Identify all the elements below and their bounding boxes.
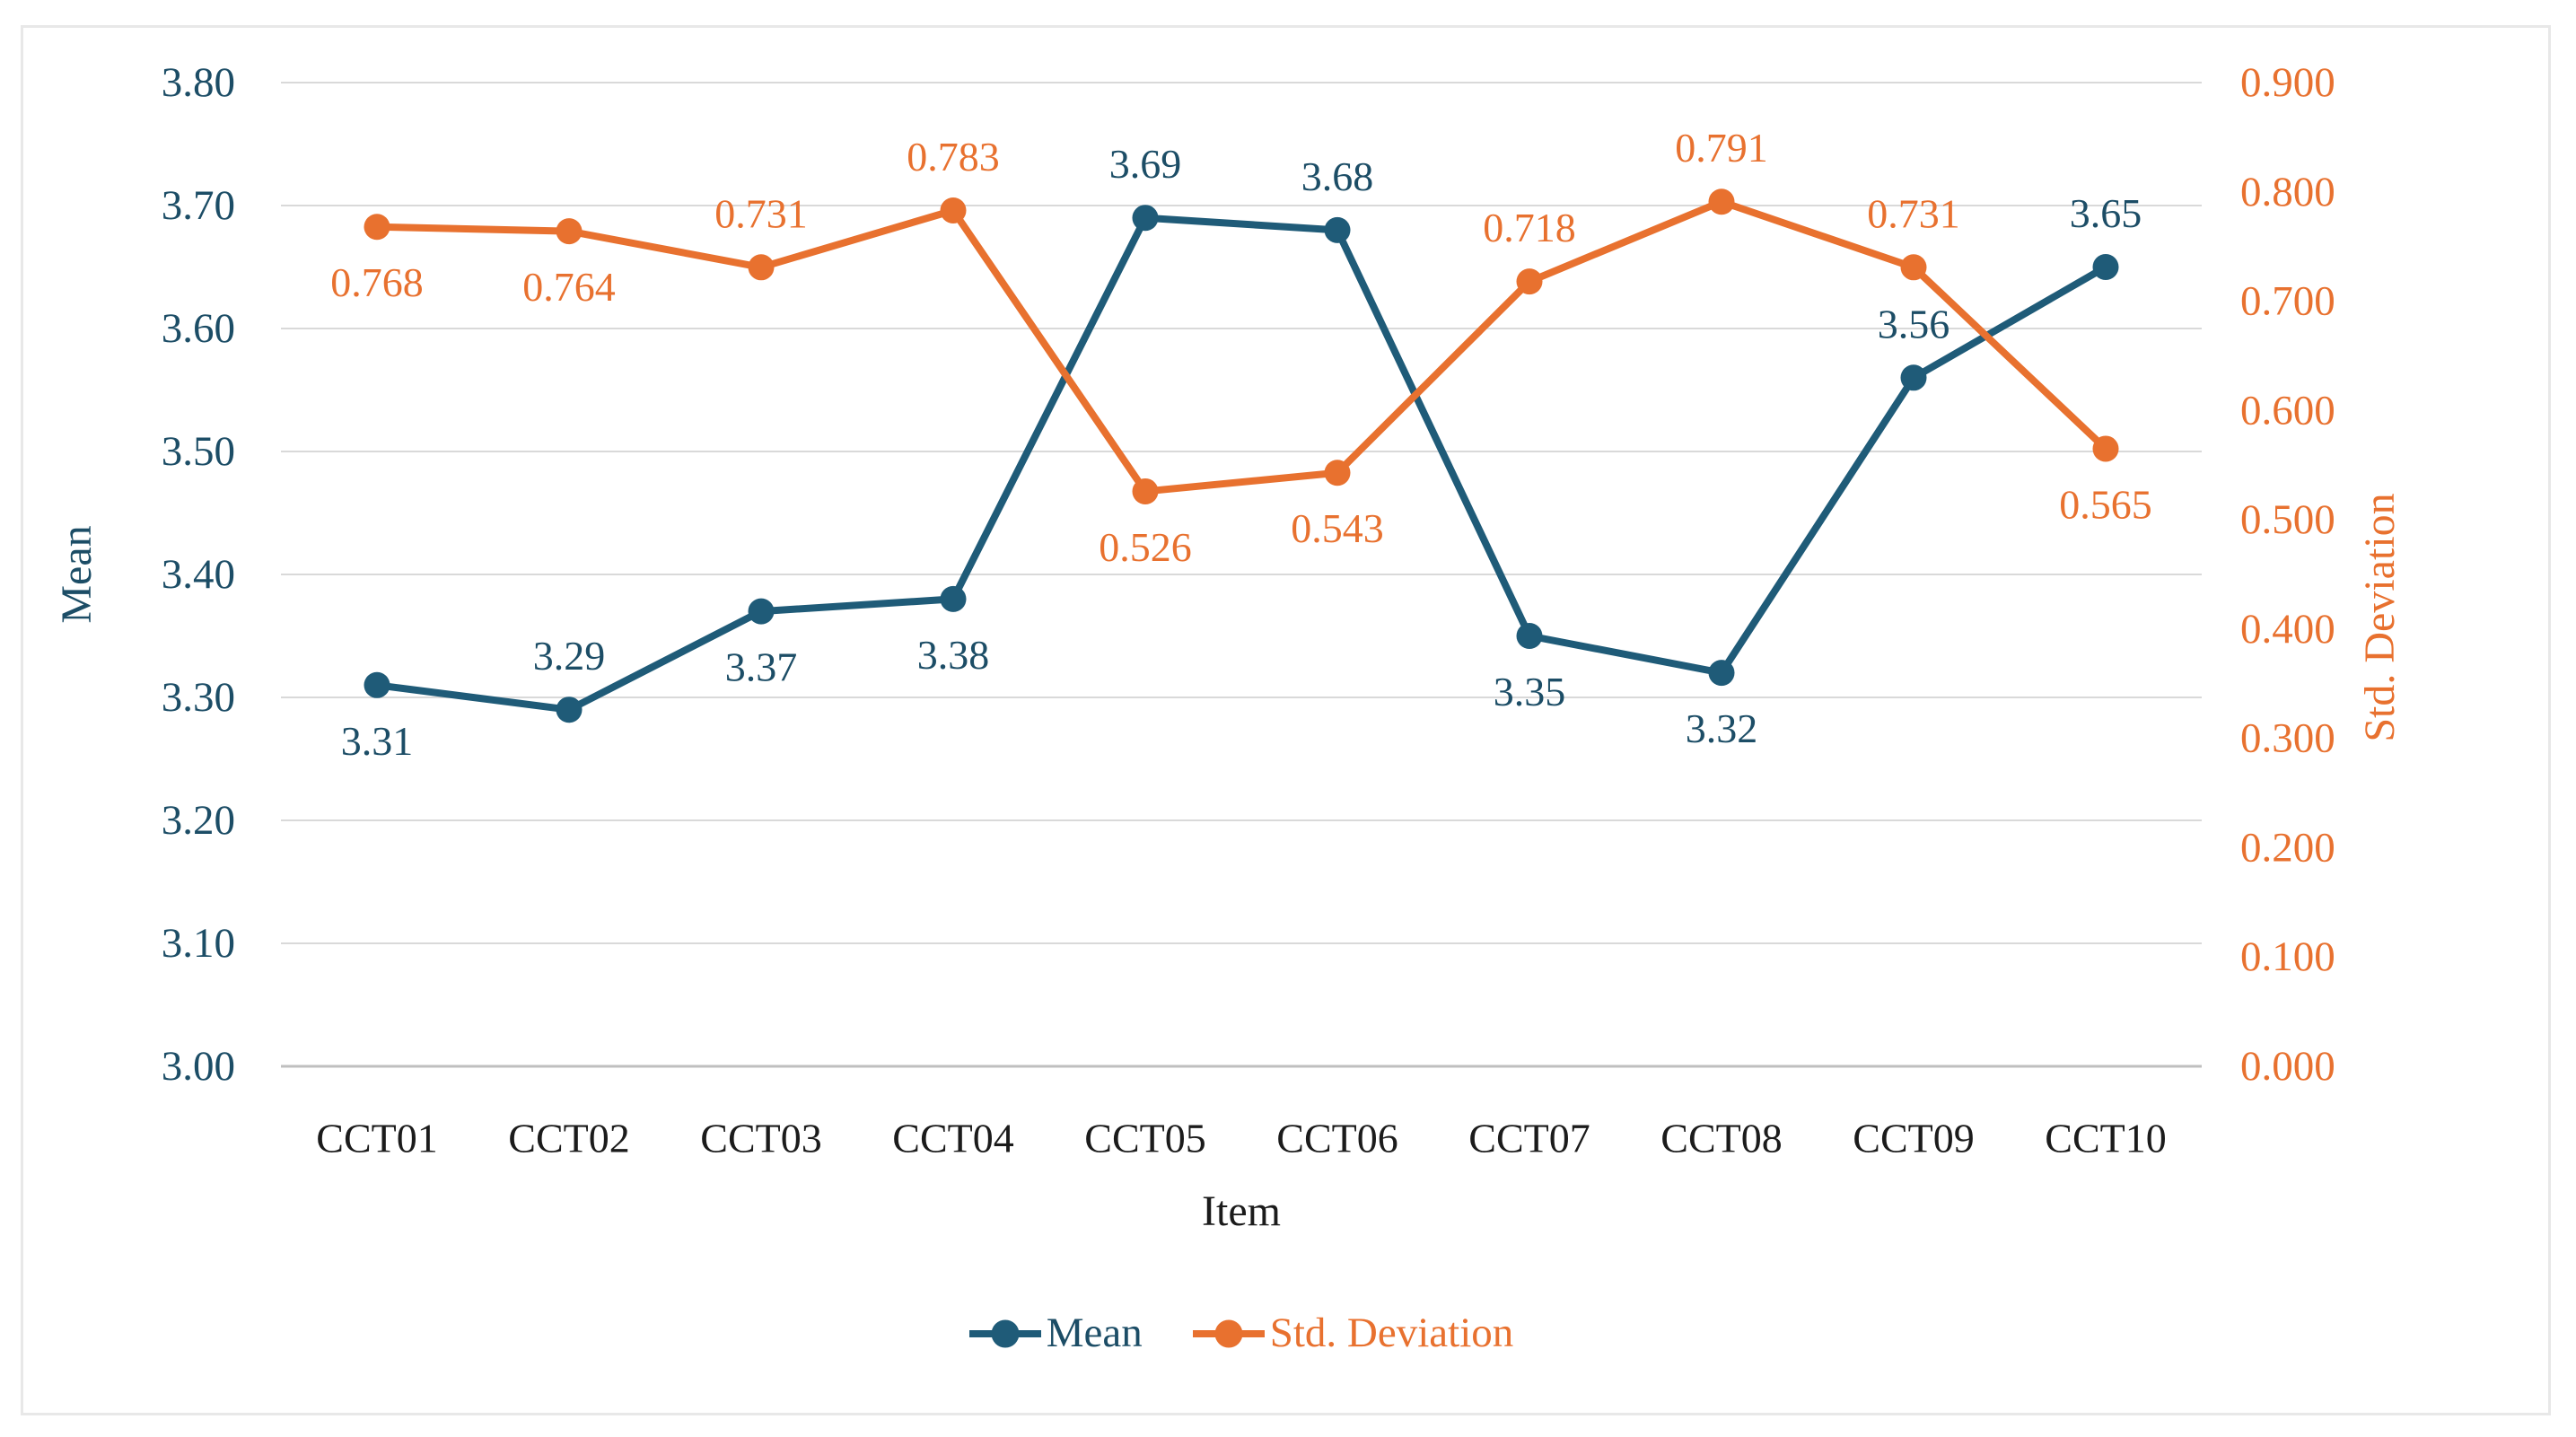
right-axis-tick-0.100: 0.100	[2240, 933, 2335, 980]
data-label-mean-CCT04: 3.38	[917, 632, 990, 678]
data-label-std-deviation-CCT03: 0.731	[714, 190, 808, 236]
point-std-deviation-CCT09	[1900, 254, 1927, 281]
data-label-std-deviation-CCT05: 0.526	[1099, 524, 1192, 570]
data-label-std-deviation-CCT02: 0.764	[522, 264, 616, 310]
x-tick-CCT05: CCT05	[1084, 1116, 1205, 1161]
point-std-deviation-CCT07	[1516, 268, 1543, 295]
x-tick-CCT04: CCT04	[892, 1116, 1013, 1161]
point-std-deviation-CCT06	[1324, 460, 1351, 486]
point-mean-CCT09	[1900, 364, 1927, 391]
data-label-mean-CCT09: 3.56	[1878, 301, 1950, 346]
point-std-deviation-CCT05	[1132, 478, 1159, 504]
x-tick-CCT01: CCT01	[316, 1116, 437, 1161]
right-axis-tick-0.000: 0.000	[2240, 1043, 2335, 1090]
data-label-mean-CCT06: 3.68	[1301, 153, 1374, 199]
left-axis-tick-3.20: 3.20	[162, 797, 235, 844]
mean-series-marker-icon	[968, 1319, 1041, 1347]
legend-item-std-deviation: Std. Deviation	[1192, 1310, 1514, 1356]
data-label-mean-CCT10: 3.65	[2070, 190, 2142, 236]
x-tick-CCT06: CCT06	[1276, 1116, 1398, 1161]
left-axis-tick-3.60: 3.60	[162, 305, 235, 352]
left-axis-tick-3.50: 3.50	[162, 428, 235, 475]
point-std-deviation-CCT08	[1708, 188, 1735, 215]
point-std-deviation-CCT03	[748, 254, 775, 281]
std-deviation-marker-dot-icon	[1214, 1319, 1243, 1347]
left-axis-tick-3.00: 3.00	[162, 1043, 235, 1090]
point-std-deviation-CCT01	[364, 214, 390, 241]
x-tick-CCT03: CCT03	[700, 1116, 821, 1161]
left-axis-tick-3.40: 3.40	[162, 551, 235, 598]
x-tick-CCT09: CCT09	[1853, 1116, 1974, 1161]
right-axis-title: Std. Deviation	[2356, 493, 2404, 742]
point-mean-CCT08	[1708, 660, 1735, 687]
data-label-std-deviation-CCT07: 0.718	[1483, 205, 1576, 250]
right-axis-tick-0.600: 0.600	[2240, 387, 2335, 434]
point-mean-CCT03	[748, 598, 775, 625]
series-line-mean	[373, 214, 2109, 714]
right-axis-tick-0.900: 0.900	[2240, 59, 2335, 106]
point-std-deviation-CCT10	[2092, 435, 2119, 462]
point-std-deviation-CCT02	[556, 218, 583, 245]
data-label-std-deviation-CCT08: 0.791	[1675, 125, 1768, 171]
data-label-mean-CCT07: 3.35	[1494, 669, 1566, 714]
right-axis-tick-0.700: 0.700	[2240, 278, 2335, 325]
x-axis-title: Item	[1202, 1187, 1281, 1235]
x-tick-CCT02: CCT02	[508, 1116, 629, 1161]
point-mean-CCT06	[1324, 216, 1351, 243]
left-axis-tick-3.10: 3.10	[162, 920, 235, 967]
x-tick-CCT08: CCT08	[1660, 1116, 1782, 1161]
data-label-std-deviation-CCT10: 0.565	[2059, 481, 2152, 527]
x-tick-CCT10: CCT10	[2045, 1116, 2166, 1161]
point-mean-CCT05	[1132, 205, 1159, 232]
legend-item-mean: Mean	[968, 1310, 1143, 1356]
data-label-mean-CCT02: 3.29	[533, 633, 606, 679]
right-axis-tick-0.400: 0.400	[2240, 606, 2335, 653]
legend: Mean Std. Deviation	[281, 1312, 2202, 1354]
mean-marker-dot-icon	[991, 1319, 1020, 1347]
data-label-std-deviation-CCT01: 0.768	[330, 259, 424, 305]
panel-border	[21, 25, 2551, 1415]
point-mean-CCT04	[940, 585, 967, 612]
x-tick-CCT07: CCT07	[1468, 1116, 1590, 1161]
right-axis-tick-0.200: 0.200	[2240, 824, 2335, 871]
legend-label-std-deviation: Std. Deviation	[1269, 1310, 1514, 1356]
left-axis-tick-3.30: 3.30	[162, 674, 235, 721]
data-label-mean-CCT05: 3.69	[1109, 141, 1182, 187]
data-label-std-deviation-CCT09: 0.731	[1867, 190, 1960, 236]
data-label-std-deviation-CCT04: 0.783	[907, 134, 1000, 180]
std-deviation-series-marker-icon	[1192, 1319, 1265, 1347]
legend-label-mean: Mean	[1046, 1310, 1143, 1356]
right-axis-tick-0.800: 0.800	[2240, 169, 2335, 215]
series-line-std-deviation	[373, 197, 2109, 495]
point-mean-CCT07	[1516, 623, 1543, 649]
right-axis-tick-0.300: 0.300	[2240, 715, 2335, 762]
point-std-deviation-CCT04	[940, 197, 967, 223]
point-mean-CCT02	[556, 697, 583, 723]
data-label-std-deviation-CCT06: 0.543	[1291, 505, 1384, 551]
left-axis-title: Mean	[53, 525, 101, 624]
left-axis-tick-3.80: 3.80	[162, 59, 235, 106]
data-label-mean-CCT08: 3.32	[1686, 705, 1758, 751]
data-label-mean-CCT03: 3.37	[725, 644, 798, 690]
left-axis-tick-3.70: 3.70	[162, 182, 235, 229]
right-axis-tick-0.500: 0.500	[2240, 496, 2335, 543]
point-mean-CCT10	[2092, 254, 2119, 280]
data-label-mean-CCT01: 3.31	[341, 718, 414, 764]
point-mean-CCT01	[364, 671, 390, 698]
